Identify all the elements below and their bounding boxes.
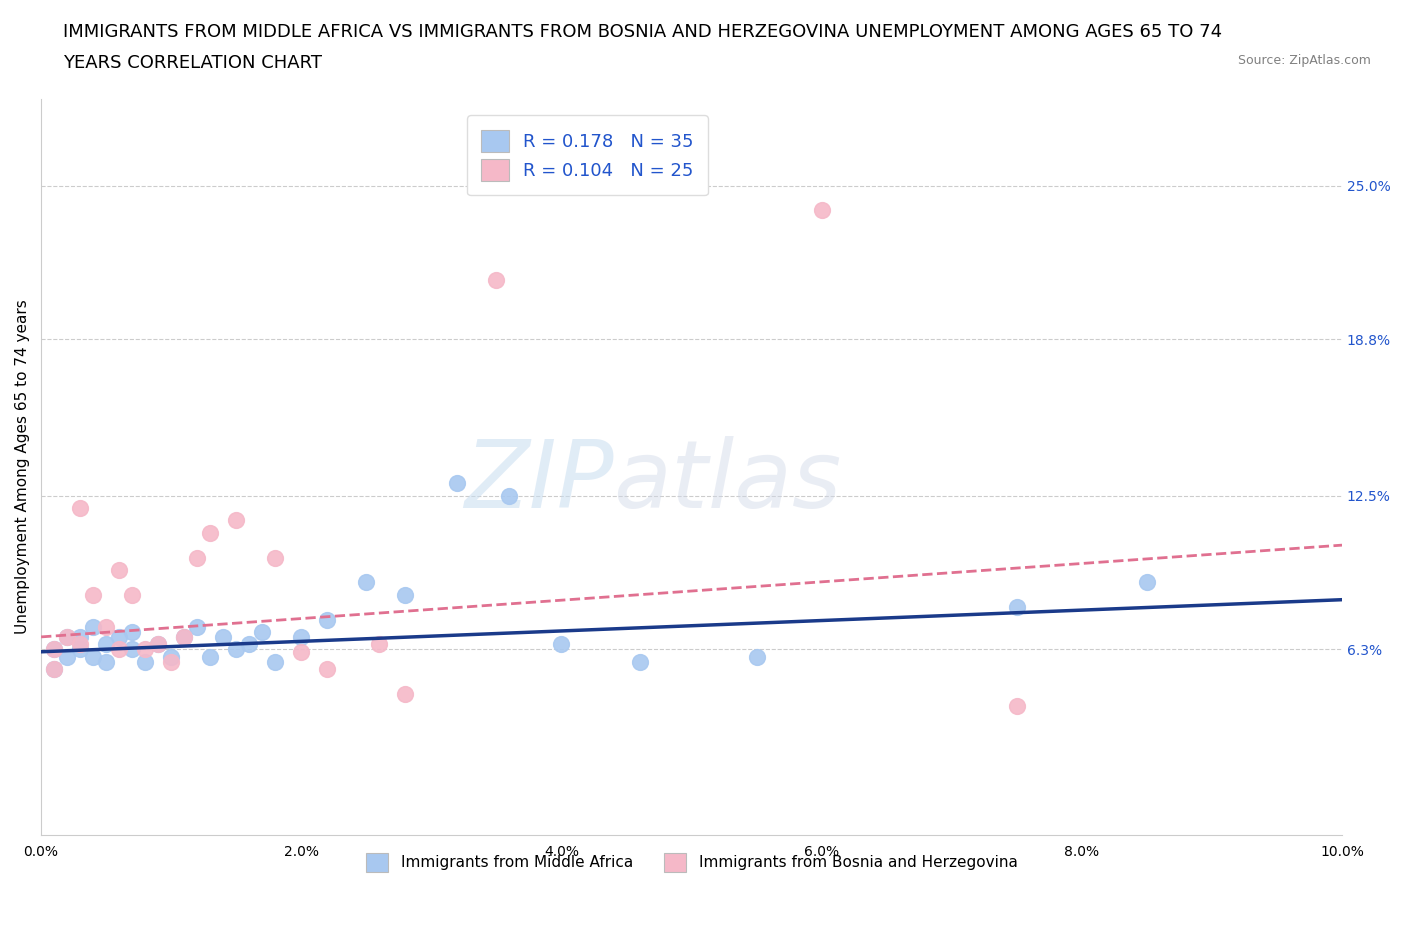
Point	[121, 587, 143, 602]
Point	[173, 630, 195, 644]
Point	[96, 637, 118, 652]
Point	[394, 587, 416, 602]
Point	[186, 619, 208, 634]
Point	[745, 649, 768, 664]
Point	[225, 512, 247, 527]
Point	[134, 655, 156, 670]
Point	[42, 662, 65, 677]
Point	[485, 272, 508, 287]
Point	[69, 642, 91, 657]
Point	[550, 637, 572, 652]
Point	[200, 525, 222, 540]
Point	[69, 630, 91, 644]
Point	[42, 662, 65, 677]
Point	[42, 642, 65, 657]
Point	[368, 637, 391, 652]
Point	[160, 655, 183, 670]
Point	[82, 619, 104, 634]
Point	[69, 500, 91, 515]
Point	[56, 630, 79, 644]
Text: IMMIGRANTS FROM MIDDLE AFRICA VS IMMIGRANTS FROM BOSNIA AND HERZEGOVINA UNEMPLOY: IMMIGRANTS FROM MIDDLE AFRICA VS IMMIGRA…	[63, 23, 1222, 41]
Point	[290, 644, 312, 659]
Text: Source: ZipAtlas.com: Source: ZipAtlas.com	[1237, 54, 1371, 67]
Point	[69, 637, 91, 652]
Point	[1136, 575, 1159, 590]
Point	[264, 550, 287, 565]
Point	[108, 630, 131, 644]
Point	[446, 475, 468, 490]
Point	[108, 642, 131, 657]
Point	[316, 612, 339, 627]
Point	[56, 649, 79, 664]
Point	[173, 630, 195, 644]
Point	[252, 625, 274, 640]
Text: atlas: atlas	[613, 436, 842, 527]
Point	[394, 686, 416, 701]
Point	[225, 642, 247, 657]
Point	[186, 550, 208, 565]
Point	[212, 630, 235, 644]
Point	[56, 630, 79, 644]
Point	[810, 203, 832, 218]
Point	[134, 642, 156, 657]
Point	[290, 630, 312, 644]
Y-axis label: Unemployment Among Ages 65 to 74 years: Unemployment Among Ages 65 to 74 years	[15, 299, 30, 634]
Point	[238, 637, 260, 652]
Point	[121, 625, 143, 640]
Point	[316, 662, 339, 677]
Point	[148, 637, 170, 652]
Point	[1005, 699, 1028, 714]
Point	[160, 649, 183, 664]
Point	[82, 649, 104, 664]
Point	[498, 488, 520, 503]
Text: ZIP: ZIP	[464, 436, 613, 527]
Point	[200, 649, 222, 664]
Point	[121, 642, 143, 657]
Point	[1005, 600, 1028, 615]
Point	[82, 587, 104, 602]
Point	[628, 655, 651, 670]
Point	[42, 642, 65, 657]
Point	[148, 637, 170, 652]
Point	[108, 563, 131, 578]
Point	[356, 575, 378, 590]
Legend: Immigrants from Middle Africa, Immigrants from Bosnia and Herzegovina: Immigrants from Middle Africa, Immigrant…	[359, 845, 1025, 879]
Point	[96, 655, 118, 670]
Point	[96, 619, 118, 634]
Text: YEARS CORRELATION CHART: YEARS CORRELATION CHART	[63, 54, 322, 72]
Point	[264, 655, 287, 670]
